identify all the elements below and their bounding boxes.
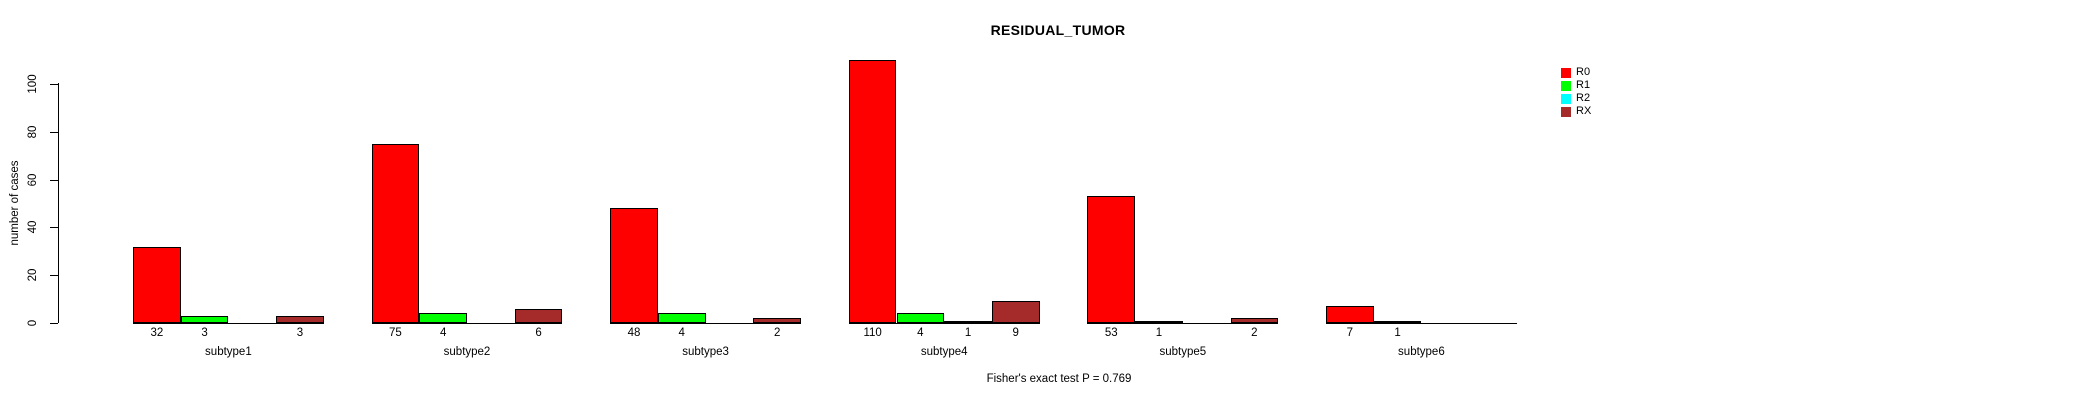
legend-swatch-icon	[1561, 67, 1571, 78]
legend-swatch-icon	[1561, 80, 1571, 91]
x-axis-baseline	[133, 323, 324, 324]
legend-item-R0: R0	[1561, 66, 1591, 79]
bar-value-label: 75	[389, 326, 402, 339]
y-axis-label: number of cases	[9, 160, 21, 246]
legend-label: RX	[1576, 105, 1592, 117]
legend-swatch-icon	[1561, 93, 1571, 104]
y-axis-tick-label: 20	[27, 268, 39, 282]
bar-value-label: 3	[296, 326, 304, 339]
bar-value-label: 3	[201, 326, 208, 339]
bar-R0-subtype4	[848, 60, 897, 323]
bar-R1-subtype2	[419, 313, 467, 323]
category-label-subtype1: subtype1	[205, 346, 252, 358]
category-label-subtype4: subtype4	[920, 346, 968, 358]
bar-R0-subtype1	[133, 246, 181, 323]
legend-label: R0	[1576, 66, 1591, 78]
y-axis-tick	[50, 323, 58, 324]
bar-R2-subtype4	[944, 320, 992, 323]
stat-annotation: Fisher's exact test P = 0.769	[986, 373, 1132, 385]
bar-R0-subtype5	[1087, 196, 1136, 323]
x-axis-baseline	[610, 323, 801, 324]
y-axis-tick-label: 0	[27, 319, 39, 327]
category-label-subtype3: subtype3	[682, 346, 729, 358]
bar-value-label: 48	[627, 326, 641, 339]
bar-R1-subtype1	[180, 315, 229, 323]
x-axis-baseline	[1087, 323, 1279, 324]
bar-value-label: 4	[917, 326, 924, 339]
y-axis-tick	[50, 227, 58, 229]
bar-value-label: 110	[863, 326, 882, 339]
bar-RX-subtype1	[276, 315, 324, 323]
bar-value-label: 32	[150, 326, 164, 339]
y-axis-tick	[50, 179, 58, 181]
bar-value-label: 2	[773, 326, 781, 339]
bar-value-label: 6	[535, 326, 542, 339]
legend-swatch-icon	[1561, 106, 1571, 117]
bar-value-label: 9	[1012, 326, 1019, 339]
bar-R0-subtype3	[610, 208, 658, 323]
category-label-subtype5: subtype5	[1159, 346, 1207, 358]
bar-value-label: 53	[1104, 326, 1118, 339]
bar-RX-subtype4	[991, 301, 1040, 323]
y-axis-tick-label: 60	[27, 173, 39, 186]
legend-item-R2: R2	[1561, 92, 1591, 105]
bar-R1-subtype4	[896, 313, 945, 323]
bar-R1-subtype5	[1135, 320, 1183, 323]
y-axis-tick-label: 100	[27, 74, 39, 94]
category-label-subtype6: subtype6	[1398, 346, 1445, 358]
bar-R1-subtype3	[657, 313, 706, 323]
y-axis-tick	[50, 84, 58, 85]
y-axis-line	[58, 83, 59, 323]
y-axis-tick	[50, 275, 58, 277]
x-axis-baseline	[848, 323, 1040, 324]
y-axis-tick-label: 80	[27, 125, 39, 139]
bar-R1-subtype6	[1373, 320, 1422, 323]
bar-value-label: 1	[964, 326, 972, 339]
legend-label: R1	[1576, 79, 1591, 91]
bar-R0-subtype6	[1326, 306, 1374, 323]
bar-value-label: 1	[1394, 326, 1401, 339]
legend-item-R1: R1	[1561, 79, 1591, 92]
chart-title: RESIDUAL_TUMOR	[990, 22, 1126, 38]
legend: R0 R1 R2 RX	[1561, 66, 1591, 118]
bar-value-label: 2	[1251, 326, 1258, 339]
bar-R0-subtype2	[371, 143, 420, 323]
bar-RX-subtype3	[753, 318, 801, 323]
bar-value-label: 4	[678, 326, 685, 339]
y-axis-tick	[50, 131, 58, 133]
bar-value-label: 7	[1346, 326, 1354, 339]
bar-value-label: 4	[439, 326, 447, 339]
y-axis-tick-label: 40	[27, 220, 39, 234]
bar-value-label: 1	[1155, 326, 1163, 339]
bar-RX-subtype2	[514, 308, 563, 323]
x-axis-baseline	[1326, 323, 1517, 324]
legend-label: R2	[1576, 92, 1591, 104]
category-label-subtype2: subtype2	[443, 346, 491, 358]
x-axis-baseline	[371, 323, 563, 324]
legend-item-RX: RX	[1561, 105, 1591, 118]
bar-RX-subtype5	[1230, 318, 1279, 323]
